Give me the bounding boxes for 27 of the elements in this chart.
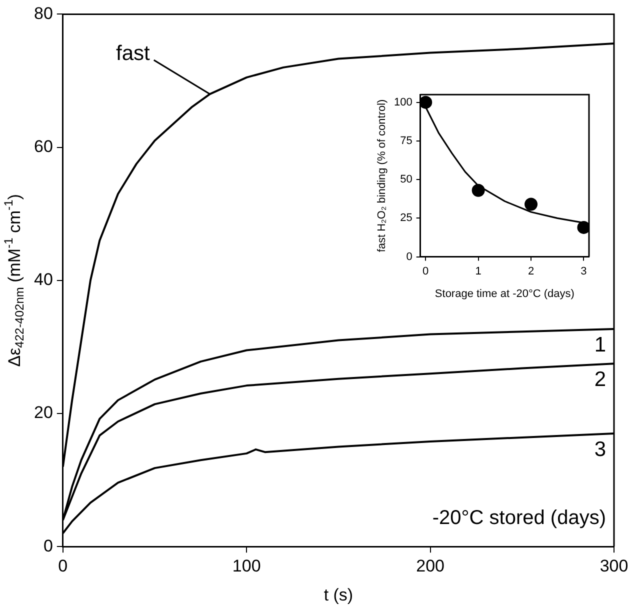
- x-axis-title: t (s): [324, 585, 354, 604]
- y-axis-title: fast H₂O₂ binding (% of control): [376, 99, 388, 252]
- series-label: 1: [594, 333, 606, 356]
- x-tick-label: 3: [580, 265, 587, 278]
- series-label: 3: [594, 438, 606, 461]
- y-tick-label: 50: [400, 174, 412, 186]
- y-tick-label: 40: [34, 270, 53, 290]
- x-tick-label: 1: [475, 265, 482, 278]
- x-tick-label: 0: [58, 556, 68, 576]
- y-tick-label: 0: [406, 250, 412, 263]
- x-tick-label: 2: [528, 265, 534, 278]
- annotation: -20°C stored (days): [432, 507, 606, 530]
- y-tick-label: 100: [394, 96, 412, 108]
- y-tick-label: 75: [400, 134, 412, 147]
- x-tick-label: 200: [416, 556, 444, 576]
- y-axis-title: Δε422-402nm (mM-1 cm-1): [2, 194, 27, 367]
- x-axis-title: Storage time at -20°C (days): [434, 288, 574, 300]
- x-tick-label: 100: [232, 556, 261, 576]
- y-tick-label: 20: [34, 403, 53, 422]
- y-tick-label: 80: [34, 4, 53, 23]
- x-tick-label: 300: [600, 556, 628, 576]
- y-tick-label: 0: [43, 536, 53, 556]
- y-tick-label: 60: [34, 136, 53, 156]
- x-tick-label: 0: [422, 265, 429, 278]
- text: fast: [116, 42, 150, 65]
- y-tick-label: 25: [400, 212, 412, 224]
- series-label: 2: [594, 368, 606, 391]
